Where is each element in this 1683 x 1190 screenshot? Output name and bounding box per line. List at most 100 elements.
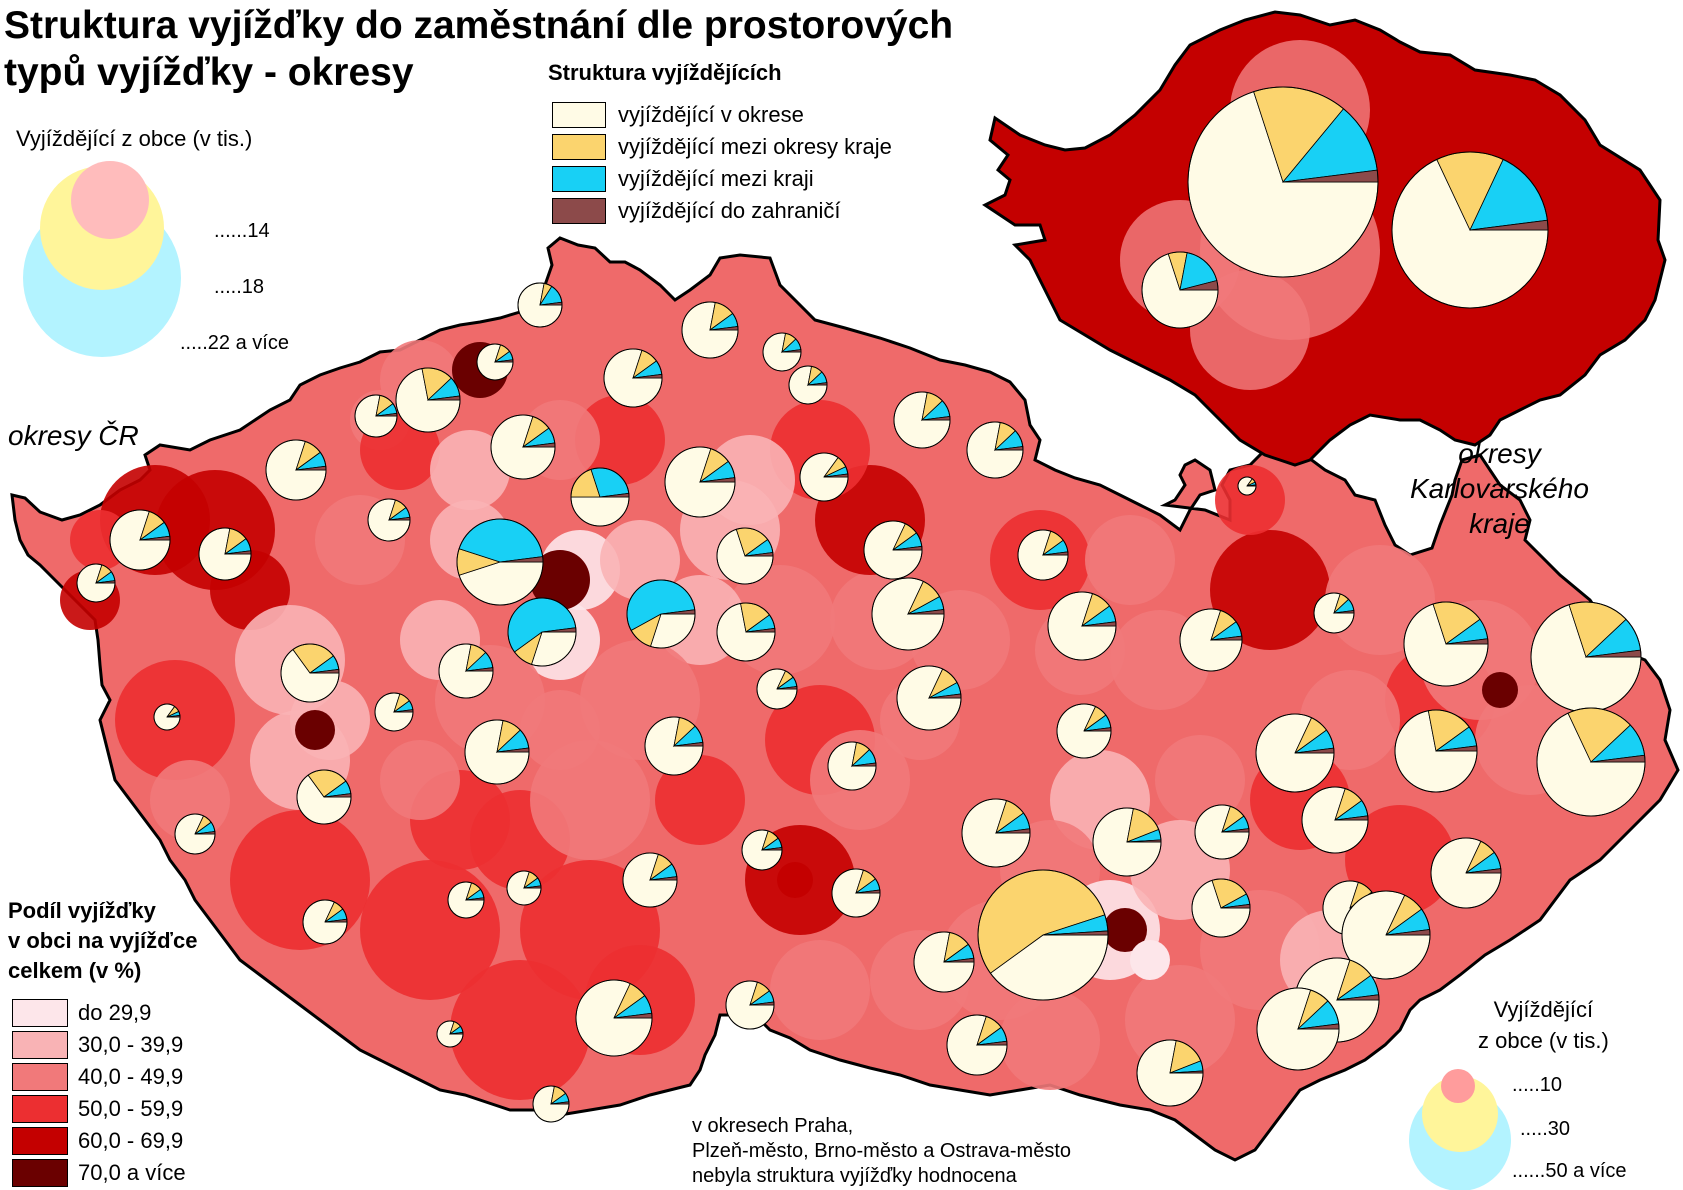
pie-chart xyxy=(725,980,775,1030)
structure-legend-item: vyjíždějící do zahraničí xyxy=(552,196,841,226)
pie-chart xyxy=(438,643,494,699)
pie-chart xyxy=(76,563,116,603)
pie-chart xyxy=(966,421,1024,479)
share-legend-item: 30,0 - 39,9 xyxy=(12,1030,183,1060)
pie-chart xyxy=(863,520,923,580)
pie-chart xyxy=(827,741,877,791)
pie-chart xyxy=(109,509,171,571)
pie-chart xyxy=(1391,151,1549,309)
pie-chart xyxy=(799,452,849,502)
pie-chart xyxy=(1313,592,1355,634)
structure-label-in-district: vyjíždějící v okrese xyxy=(618,102,804,127)
pie-chart xyxy=(1056,703,1112,759)
structure-swatch-between-regions xyxy=(552,166,606,192)
pie-chart xyxy=(716,527,774,585)
structure-swatch-in-district xyxy=(552,102,606,128)
structure-label-abroad: vyjíždějící do zahraničí xyxy=(618,198,841,223)
share-legend-title: Podíl vyjížďky v obci na vyjížďce celkem… xyxy=(8,896,197,986)
pie-chart xyxy=(946,1014,1008,1076)
share-title-line3: celkem (v %) xyxy=(8,958,142,983)
note-line3: nebyla struktura vyjížďky hodnocena xyxy=(692,1165,1017,1187)
share-legend-item: 60,0 - 69,9 xyxy=(12,1126,183,1156)
pie-chart xyxy=(1179,608,1243,672)
label-kv-line1: okresy xyxy=(1458,438,1541,469)
pie-chart xyxy=(354,394,398,438)
structure-legend-item: vyjíždějící mezi okresy kraje xyxy=(552,132,892,162)
pie-chart xyxy=(1430,837,1502,909)
pie-chart xyxy=(977,869,1109,1001)
structure-swatch-abroad xyxy=(552,198,606,224)
label-karlovy-vary: okresy Karlovarského kraje xyxy=(1410,436,1589,541)
share-legend-item: do 29,9 xyxy=(12,998,151,1028)
pie-chart xyxy=(913,931,975,993)
pie-chart xyxy=(788,365,828,405)
pie-chart xyxy=(1092,807,1162,877)
structure-label-between-districts: vyjíždějící mezi okresy kraje xyxy=(618,134,892,159)
pie-chart xyxy=(153,703,181,731)
cr-size-label-10: .....10 xyxy=(1512,1074,1563,1096)
share-swatch-5 xyxy=(12,1159,68,1187)
cr-size-circle-small xyxy=(1441,1069,1475,1103)
kv-size-label-14: ......14 xyxy=(214,220,270,242)
share-swatch-2 xyxy=(12,1063,68,1091)
cr-size-title-line1: Vyjíždějící xyxy=(1493,997,1594,1022)
pie-chart xyxy=(664,446,736,518)
pie-chart xyxy=(622,852,678,908)
pie-chart xyxy=(476,343,514,381)
pie-chart xyxy=(1530,601,1642,713)
pie-chart xyxy=(436,1020,464,1048)
pie-chart xyxy=(490,414,556,480)
pie-chart xyxy=(961,798,1031,868)
cr-size-label-30: .....30 xyxy=(1520,1118,1571,1140)
pie-chart xyxy=(575,979,653,1057)
share-label-0: do 29,9 xyxy=(78,1000,152,1025)
share-label-4: 60,0 - 69,9 xyxy=(78,1128,184,1153)
kv-size-label-22: .....22 a více xyxy=(180,332,289,354)
pie-chart xyxy=(1255,713,1335,793)
share-label-2: 40,0 - 49,9 xyxy=(78,1064,184,1089)
share-title-line2: v obci na vyjížďce xyxy=(8,928,198,953)
pie-chart xyxy=(507,597,577,667)
structure-legend-item: vyjíždějící v okrese xyxy=(552,100,804,130)
pie-chart xyxy=(626,579,696,649)
pie-chart xyxy=(681,301,739,359)
share-swatch-3 xyxy=(12,1095,68,1123)
pie-chart xyxy=(447,881,485,919)
label-kv-line2: Karlovarského xyxy=(1410,473,1589,504)
pie-chart xyxy=(831,868,881,918)
pie-chart xyxy=(1194,804,1250,860)
structure-swatch-between-districts xyxy=(552,134,606,160)
pie-chart xyxy=(456,518,544,606)
pie-chart xyxy=(174,813,216,855)
pie-chart xyxy=(265,439,327,501)
cr-size-title-line2: z obce (v tis.) xyxy=(1478,1028,1609,1053)
share-title-line1: Podíl vyjížďky xyxy=(8,898,156,923)
cr-size-legend-title: Vyjíždějící z obce (v tis.) xyxy=(1478,994,1609,1056)
cr-size-circle-medium xyxy=(1422,1076,1498,1152)
share-legend-item: 40,0 - 49,9 xyxy=(12,1062,183,1092)
pie-chart xyxy=(1301,786,1369,854)
pie-chart xyxy=(1256,987,1340,1071)
pie-chart xyxy=(1047,591,1117,661)
pie-chart xyxy=(1017,529,1069,581)
share-swatch-4 xyxy=(12,1127,68,1155)
map-title: Struktura vyjížďky do zaměstnání dle pro… xyxy=(4,2,953,96)
kv-size-circle-small xyxy=(71,161,149,239)
kv-size-label-18: .....18 xyxy=(214,276,265,298)
pie-chart xyxy=(198,527,252,581)
share-label-5: 70,0 a více xyxy=(78,1160,186,1185)
pie-chart xyxy=(1536,707,1646,817)
pie-chart xyxy=(756,668,798,710)
share-label-3: 50,0 - 59,9 xyxy=(78,1096,184,1121)
district-pie-charts xyxy=(76,86,1646,1123)
pie-chart xyxy=(603,348,663,408)
pie-chart xyxy=(506,870,542,906)
pie-chart xyxy=(1394,709,1478,793)
pie-chart xyxy=(296,769,352,825)
share-legend-item: 70,0 a více xyxy=(12,1158,186,1188)
label-kv-line3: kraje xyxy=(1469,508,1530,539)
pie-chart xyxy=(302,899,348,945)
pie-chart xyxy=(280,643,340,703)
label-okresy-cr: okresy ČR xyxy=(8,420,139,451)
